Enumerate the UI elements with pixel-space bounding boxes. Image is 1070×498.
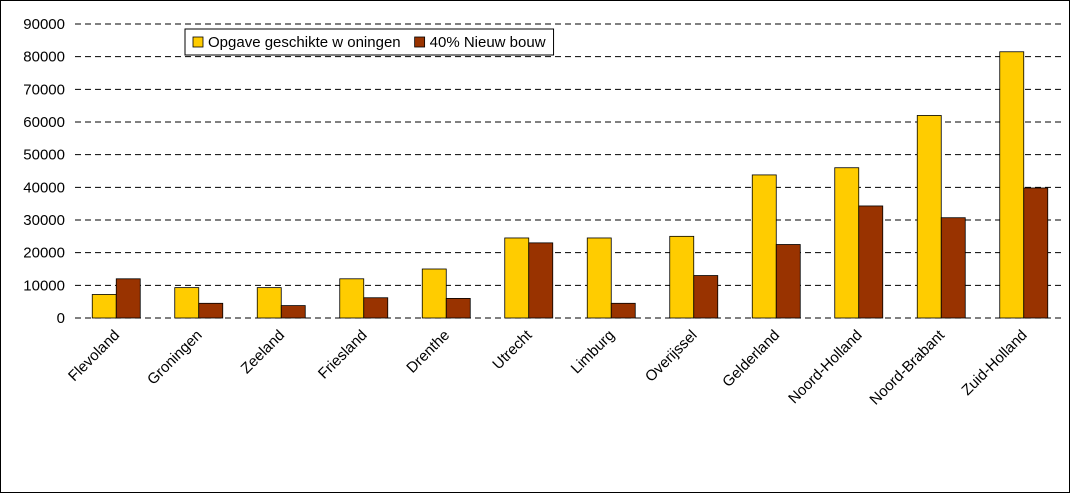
legend-label: Opgave geschikte w oningen [208,34,401,51]
bar [586,237,612,319]
y-tick-label: 60000 [23,114,65,131]
bar [504,237,530,319]
y-tick-label: 30000 [23,212,65,229]
bar [775,244,801,319]
y-tick-label: 0 [57,310,65,327]
y-tick-label: 80000 [23,49,65,66]
bar [528,242,554,319]
bar [834,167,860,319]
bar [115,278,141,319]
bar [999,51,1025,319]
bar [751,174,777,319]
bar [693,275,719,319]
bar [174,287,200,319]
bar [280,305,306,319]
bar [421,268,447,319]
legend-swatch [414,36,426,48]
bar [256,287,282,319]
bar [363,297,389,319]
legend-box [184,28,555,56]
legend-label: 40% Nieuw bouw [430,34,546,51]
bar [858,205,884,319]
bar [1023,187,1049,319]
bar [339,278,365,319]
y-tick-label: 40000 [23,179,65,196]
y-tick-label: 70000 [23,81,65,98]
bar [445,297,471,319]
bar [916,115,942,319]
y-tick-label: 90000 [23,16,65,33]
bar [198,302,224,319]
y-tick-label: 10000 [23,277,65,294]
y-tick-label: 20000 [23,245,65,262]
bar [91,294,117,319]
bar [669,235,695,319]
legend-swatch [192,36,204,48]
bar [940,217,966,319]
bar [610,302,636,319]
y-tick-label: 50000 [23,147,65,164]
